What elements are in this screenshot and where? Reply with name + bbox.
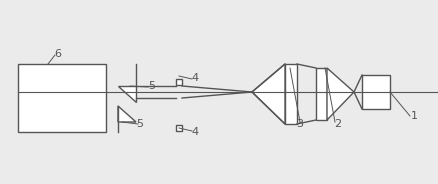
Bar: [285, 64, 297, 124]
Text: 4: 4: [191, 73, 198, 83]
Text: 6: 6: [54, 49, 61, 59]
Text: 2: 2: [335, 119, 342, 129]
Bar: [176, 125, 182, 131]
Bar: [18, 64, 106, 132]
Text: 5: 5: [148, 81, 155, 91]
Polygon shape: [118, 86, 136, 102]
Bar: [362, 75, 390, 109]
Bar: [316, 68, 327, 120]
Text: 5: 5: [137, 119, 144, 129]
Polygon shape: [118, 106, 136, 122]
Text: 3: 3: [297, 119, 304, 129]
Polygon shape: [327, 68, 354, 120]
Polygon shape: [252, 64, 285, 124]
Bar: [176, 79, 182, 85]
Text: 4: 4: [191, 127, 198, 137]
Text: 1: 1: [410, 111, 417, 121]
